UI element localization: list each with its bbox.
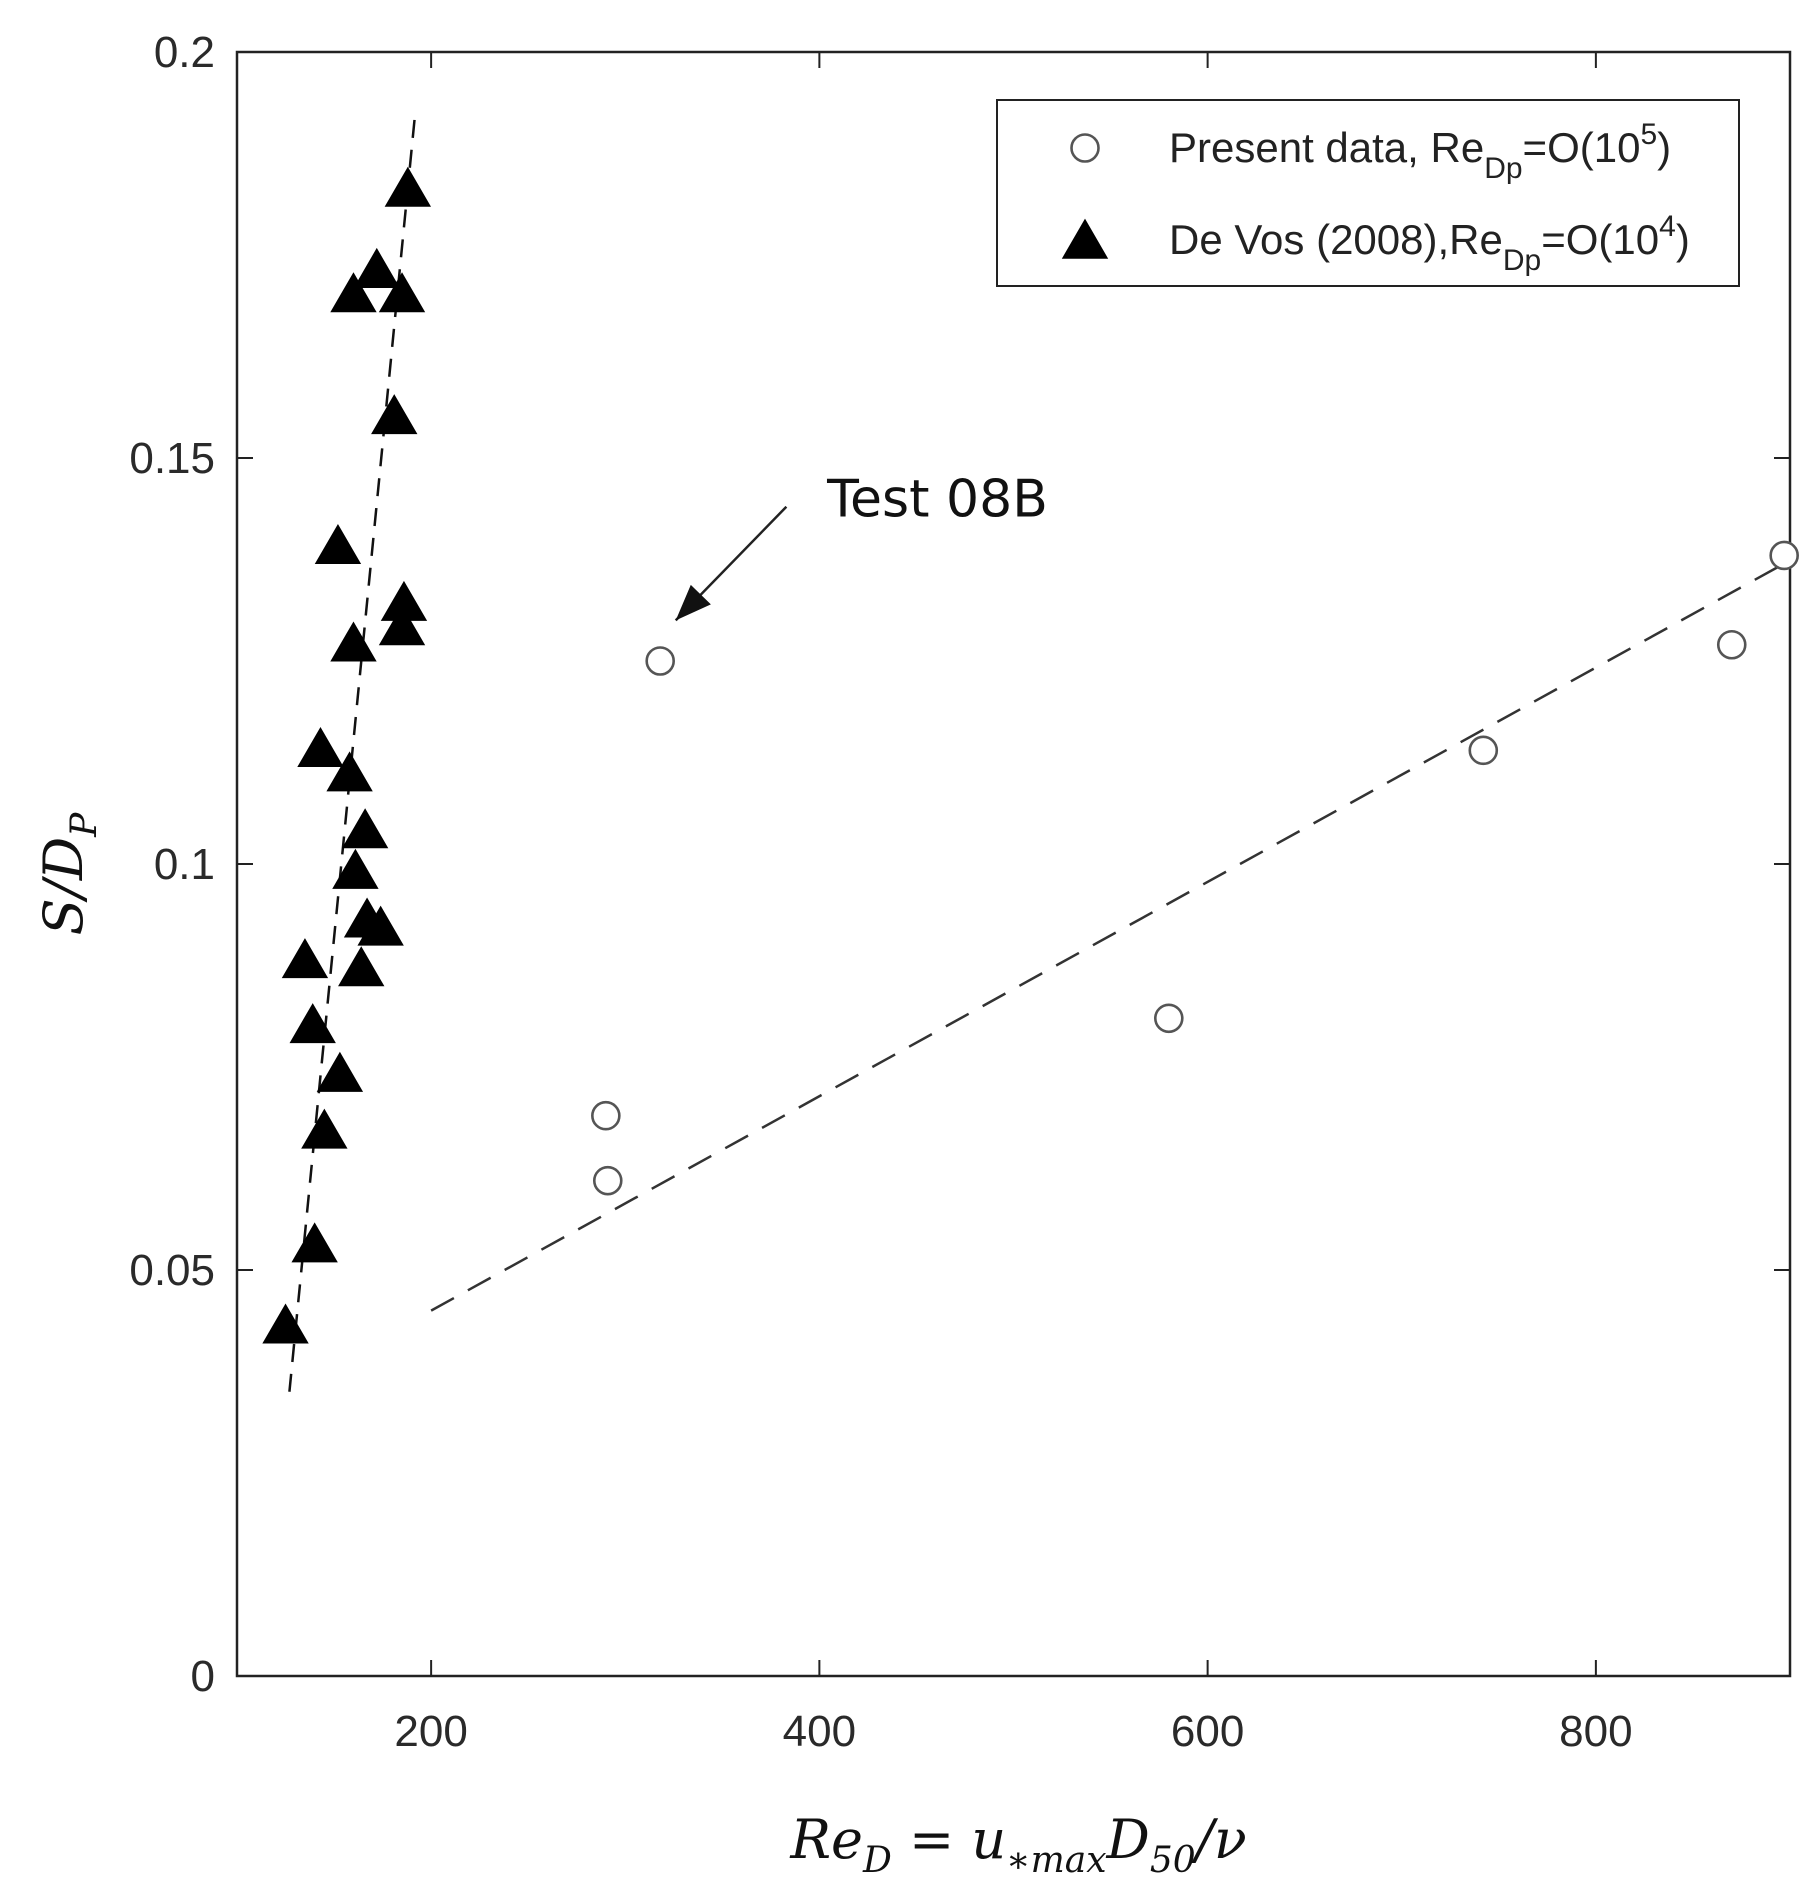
legend-entry: Present data, ReDp=O(105): [1169, 118, 1671, 185]
legend-text-suffix: ): [1657, 124, 1671, 171]
de-vos-data-point: [330, 272, 377, 313]
de-vos-data-point: [371, 394, 418, 435]
annotation-arrow-head: [675, 584, 711, 621]
y-axis-label: S/DP: [32, 812, 105, 935]
x-label-re-sub: D: [862, 1840, 892, 1881]
legend-text-mid: =O(10: [1541, 216, 1659, 263]
de-vos-data-point: [301, 1108, 348, 1149]
present-data-point: [645, 646, 675, 676]
x-tick-label: 600: [1171, 1707, 1244, 1756]
y-label-sub: P: [64, 812, 105, 838]
de-vos-data-point: [291, 1222, 338, 1263]
x-label-re: Re: [789, 1808, 863, 1871]
present-data-point: [591, 1100, 621, 1131]
de-vos-data-point: [289, 1003, 336, 1044]
de-vos-data-point: [297, 727, 344, 768]
legend-superscript: 5: [1640, 118, 1657, 151]
present-data-point: [1769, 540, 1799, 571]
legend-text-prefix: Present data, Re: [1169, 124, 1484, 171]
legend-marker-triangle: [1061, 218, 1109, 259]
de-vos-data-point: [380, 580, 428, 621]
legend-subscript: Dp: [1484, 152, 1522, 185]
legend-superscript: 4: [1659, 210, 1676, 243]
y-tick-label: 0.1: [154, 840, 215, 889]
legend-entry: De Vos (2008),ReDp=O(104): [1169, 210, 1690, 277]
legend-text-mid: =O(10: [1523, 124, 1641, 171]
de-vos-data-point: [353, 247, 400, 288]
legend-box: [996, 99, 1740, 287]
legend-marker-circle: [1070, 133, 1100, 163]
legend-text-suffix: ): [1676, 216, 1690, 263]
x-label-u: u: [971, 1808, 1006, 1871]
x-tick-label: 200: [394, 1707, 467, 1756]
de-vos-data-point: [338, 946, 385, 987]
de-vos-data-point: [332, 848, 379, 889]
y-tick-label: 0.2: [154, 28, 215, 77]
de-vos-data-point: [384, 166, 432, 207]
fit-line: [288, 108, 417, 1392]
x-label-d-sub: 50: [1150, 1840, 1196, 1881]
x-label-equals: =: [892, 1808, 972, 1871]
x-label-u-sub: ∗max: [1006, 1840, 1106, 1881]
present-data-point: [1468, 735, 1499, 766]
de-vos-data-point: [330, 621, 377, 662]
present-data-point: [1154, 1003, 1184, 1034]
x-label-d: D: [1106, 1808, 1150, 1871]
y-tick-label: 0.05: [129, 1246, 215, 1295]
de-vos-data-point: [314, 524, 362, 565]
de-vos-data-point: [262, 1303, 309, 1344]
x-axis-label: ReD = u∗maxD50/ν: [789, 1808, 1246, 1881]
present-data-point: [1716, 629, 1747, 660]
de-vos-data-point: [357, 905, 404, 946]
de-vos-data-point: [281, 938, 329, 979]
annotation-label: Test 08B: [826, 470, 1048, 530]
y-label-main: S/D: [32, 837, 95, 935]
legend-subscript: Dp: [1503, 244, 1541, 277]
legend-text-prefix: De Vos (2008),Re: [1169, 216, 1503, 263]
plot-frame: [235, 50, 1792, 1678]
de-vos-data-point: [378, 272, 426, 313]
x-tick-label: 400: [783, 1707, 856, 1756]
present-data-point: [592, 1165, 623, 1196]
x-label-tail: /ν: [1191, 1808, 1247, 1871]
de-vos-data-point: [316, 1051, 364, 1092]
de-vos-data-point: [341, 808, 389, 849]
y-tick-label: 0: [191, 1652, 215, 1701]
de-vos-data-point: [378, 605, 426, 646]
y-tick-label: 0.15: [129, 434, 215, 483]
fit-line: [430, 562, 1785, 1312]
de-vos-data-point: [326, 751, 373, 792]
x-tick-label: 800: [1559, 1707, 1632, 1756]
